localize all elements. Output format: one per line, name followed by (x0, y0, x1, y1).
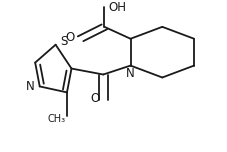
Text: N: N (26, 80, 35, 93)
Text: O: O (90, 92, 99, 105)
Text: N: N (126, 67, 135, 80)
Text: S: S (61, 35, 68, 48)
Text: CH₃: CH₃ (48, 114, 66, 124)
Text: OH: OH (109, 1, 127, 14)
Text: O: O (66, 31, 75, 44)
